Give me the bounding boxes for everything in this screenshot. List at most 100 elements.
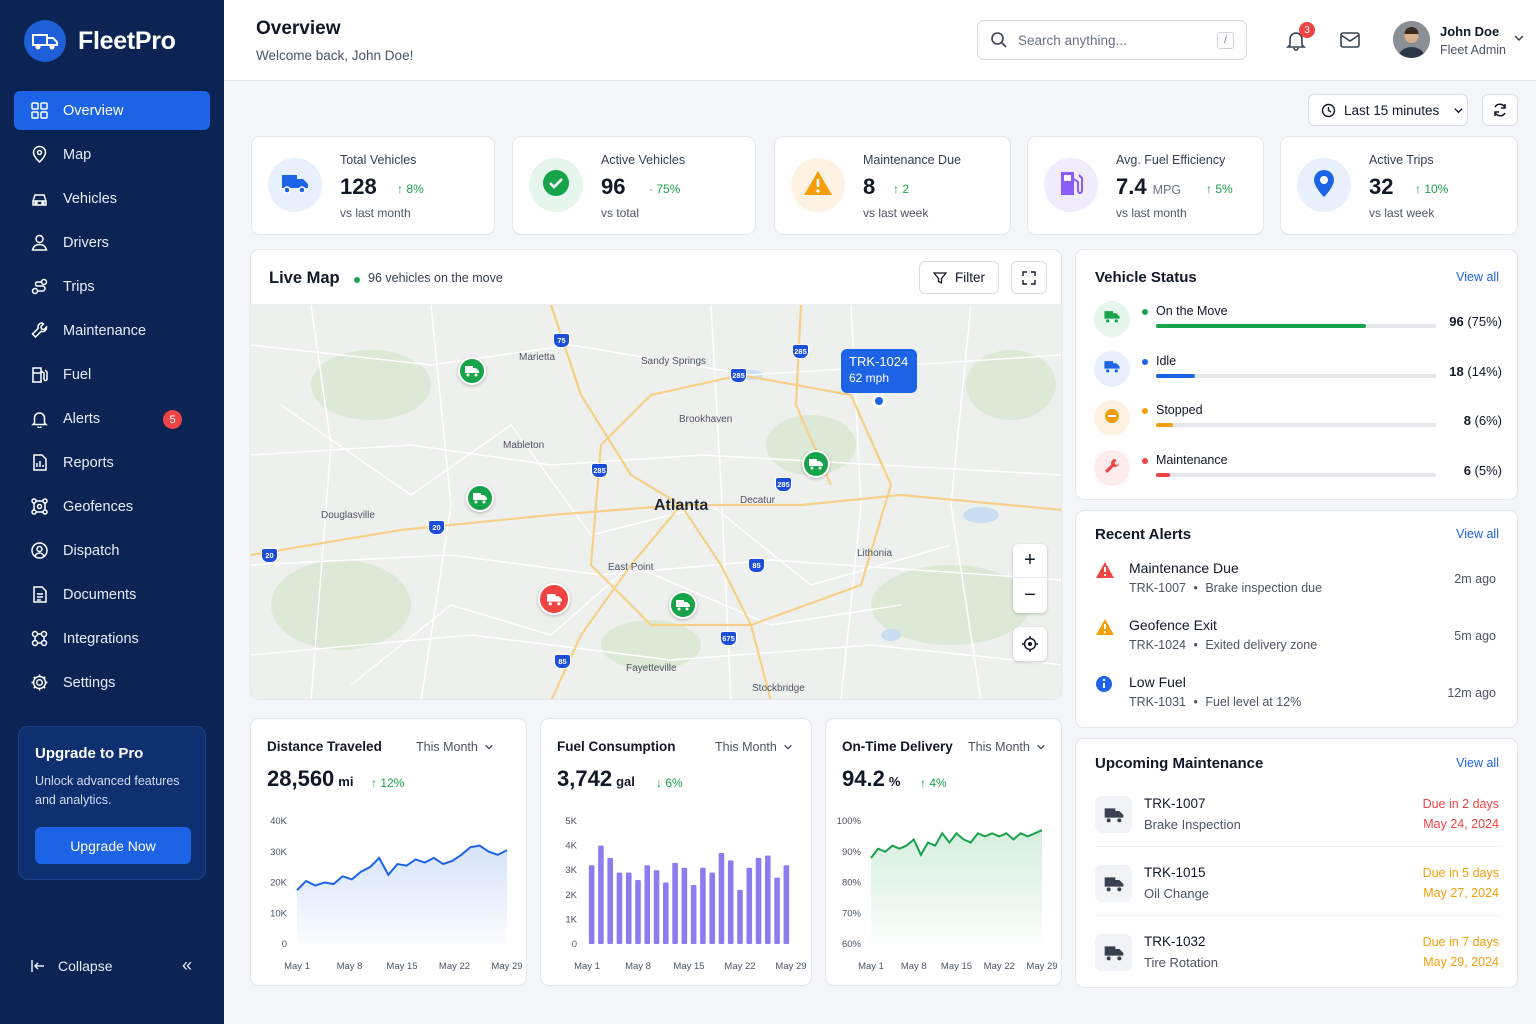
sidebar-item-documents[interactable]: Documents xyxy=(14,575,210,614)
status-percent: (6%) xyxy=(1474,413,1502,428)
bar[interactable] xyxy=(635,880,641,944)
bar[interactable] xyxy=(625,872,632,944)
recent-alerts-view-all-link[interactable]: View all xyxy=(1456,527,1499,541)
maintenance-item[interactable]: TRK-1015 Oil Change Due in 5 days May 27… xyxy=(1095,863,1499,921)
stat-number: 8 xyxy=(863,174,876,199)
highway-shield-icon: 285 xyxy=(792,344,809,359)
vehicle-status-view-all-link[interactable]: View all xyxy=(1456,270,1499,284)
maintenance-item[interactable]: TRK-1007 Brake Inspection Due in 2 days … xyxy=(1095,794,1499,852)
bar[interactable] xyxy=(681,867,688,944)
chart-period-select[interactable]: This Month xyxy=(416,740,494,754)
refresh-button[interactable] xyxy=(1482,94,1518,126)
logo[interactable]: FleetPro xyxy=(24,20,176,62)
alert-item[interactable]: Maintenance Due TRK-1007 • Brake inspect… xyxy=(1094,560,1496,602)
map-place-label: Fayetteville xyxy=(626,663,677,674)
collapse-button[interactable]: Collapse « xyxy=(30,955,192,976)
notification-bell-icon[interactable] xyxy=(1285,29,1307,51)
bar[interactable] xyxy=(588,865,595,944)
vehicle-marker-maintenance[interactable] xyxy=(538,583,570,615)
stat-card-active-vehicles[interactable]: Active Vehicles 96 · 75% vs total xyxy=(512,136,756,235)
stat-card-active-trips[interactable]: Active Trips 32 ↑ 10% vs last week xyxy=(1280,136,1518,235)
vehicle-status-row[interactable]: On the Move 96 (75%) xyxy=(1094,301,1502,341)
vehicle-marker-moving[interactable] xyxy=(466,484,494,512)
zoom-out-button[interactable]: − xyxy=(1024,583,1036,606)
grid-icon xyxy=(31,102,48,119)
sidebar-item-dispatch[interactable]: Dispatch xyxy=(14,531,210,570)
sidebar-item-trips[interactable]: Trips xyxy=(14,267,210,306)
chart-period-select[interactable]: This Month xyxy=(968,740,1046,754)
chevron-down-icon[interactable] xyxy=(1513,32,1525,44)
chart-period-select[interactable]: This Month xyxy=(715,740,793,754)
vehicle-marker-moving[interactable] xyxy=(669,591,697,619)
zoom-in-button[interactable]: + xyxy=(1013,544,1047,578)
vehicle-status-row[interactable]: Stopped 8 (6%) xyxy=(1094,400,1502,440)
series-line[interactable] xyxy=(296,844,508,891)
sidebar-item-maintenance[interactable]: Maintenance xyxy=(14,311,210,350)
bar[interactable] xyxy=(663,882,669,945)
status-dot xyxy=(1142,458,1148,464)
locate-button[interactable] xyxy=(1013,627,1047,661)
highway-shield-icon: 285 xyxy=(730,368,747,383)
bar[interactable] xyxy=(727,860,734,944)
selected-vehicle-dot[interactable] xyxy=(871,393,887,409)
stat-icon-wrap xyxy=(268,158,322,212)
sidebar-item-geofences[interactable]: Geofences xyxy=(14,487,210,526)
vehicle-status-row[interactable]: Maintenance 6 (5%) xyxy=(1094,450,1502,490)
live-map-title: Live Map xyxy=(269,269,340,287)
notification-badge: 3 xyxy=(1299,22,1315,38)
sidebar-item-overview[interactable]: Overview xyxy=(14,91,210,130)
bar[interactable] xyxy=(709,872,715,944)
stop-icon xyxy=(1104,408,1120,429)
time-range-select[interactable]: Last 15 minutes xyxy=(1308,94,1468,126)
maintenance-item[interactable]: TRK-1032 Tire Rotation Due in 7 days May… xyxy=(1095,932,1499,990)
sidebar-item-fuel[interactable]: Fuel xyxy=(14,355,210,394)
map-fullscreen-button[interactable] xyxy=(1011,261,1047,294)
stat-card-total-vehicles[interactable]: Total Vehicles 128 ↑ 8% vs last month xyxy=(251,136,495,235)
avatar[interactable] xyxy=(1393,21,1430,58)
bar[interactable] xyxy=(700,867,706,944)
sidebar-item-map[interactable]: Map xyxy=(14,135,210,174)
search-input[interactable] xyxy=(1018,32,1208,48)
sidebar-item-integrations[interactable]: Integrations xyxy=(14,619,210,658)
status-count: 6 (5%) xyxy=(1464,463,1502,478)
sidebar-item-alerts[interactable]: Alerts 5 xyxy=(14,399,210,438)
map-canvas[interactable]: Marietta Sandy Springs Brookhaven Mableton A… xyxy=(251,305,1061,699)
stat-note: vs last week xyxy=(863,206,929,220)
bar[interactable] xyxy=(672,862,678,944)
stat-card-maintenance-due[interactable]: Maintenance Due 8 ↑ 2 vs last week xyxy=(774,136,1011,235)
x-tick-label: May 1 xyxy=(858,961,884,972)
bar[interactable] xyxy=(718,852,725,944)
bar[interactable] xyxy=(644,865,651,944)
bar[interactable] xyxy=(755,857,762,944)
series-line[interactable] xyxy=(870,829,1043,859)
bar[interactable] xyxy=(653,870,660,944)
sidebar-item-drivers[interactable]: Drivers xyxy=(14,223,210,262)
mail-icon[interactable] xyxy=(1339,30,1361,50)
bar[interactable] xyxy=(616,872,623,944)
alert-item[interactable]: Low Fuel TRK-1031 • Fuel level at 12% 12… xyxy=(1094,674,1496,716)
map-place-label: Decatur xyxy=(740,495,776,506)
upgrade-now-button[interactable]: Upgrade Now xyxy=(35,827,191,864)
info-icon xyxy=(1095,675,1113,698)
bar[interactable] xyxy=(765,855,771,944)
divider xyxy=(1095,915,1499,916)
vehicle-marker-moving[interactable] xyxy=(458,357,486,385)
bar[interactable] xyxy=(746,867,753,944)
sidebar-item-label: Settings xyxy=(63,674,116,691)
bar[interactable] xyxy=(607,857,613,944)
map-filter-button[interactable]: Filter xyxy=(919,261,999,294)
bar[interactable] xyxy=(737,889,743,944)
alert-item[interactable]: Geofence Exit TRK-1024 • Exited delivery… xyxy=(1094,617,1496,659)
sidebar-item-vehicles[interactable]: Vehicles xyxy=(14,179,210,218)
bar[interactable] xyxy=(598,845,604,944)
vehicle-marker-moving[interactable] xyxy=(802,450,830,478)
document-icon xyxy=(33,586,47,603)
bar[interactable] xyxy=(690,884,697,944)
stat-card-avg-fuel-efficiency[interactable]: Avg. Fuel Efficiency 7.4 MPG ↑ 5% vs last… xyxy=(1027,136,1264,235)
sidebar-item-reports[interactable]: Reports xyxy=(14,443,210,482)
vehicle-status-row[interactable]: Idle 18 (14%) xyxy=(1094,351,1502,391)
sidebar-item-settings[interactable]: Settings xyxy=(14,663,210,702)
bar[interactable] xyxy=(783,865,790,944)
bar[interactable] xyxy=(774,877,780,944)
upcoming-maintenance-view-all-link[interactable]: View all xyxy=(1456,756,1499,770)
